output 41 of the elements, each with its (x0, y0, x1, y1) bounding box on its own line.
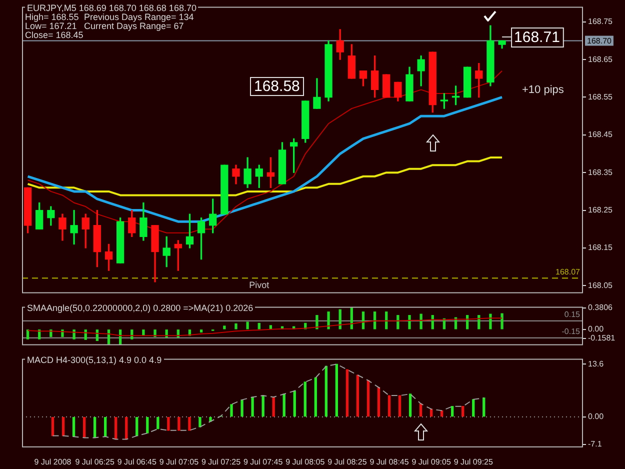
x-tick-label: 9 Jul 08:05 (286, 457, 326, 466)
y-tick-label: 168.55 (588, 92, 614, 102)
y-tick-label: 168.65 (588, 54, 614, 64)
x-tick-label: 9 Jul 09:05 (412, 457, 452, 466)
ref-line-label: 168.07 (556, 267, 581, 276)
y-tick-label: 168.25 (588, 206, 614, 214)
y-tick-label: 168.05 (588, 280, 614, 290)
annotation: Low= 167.21 (25, 21, 77, 31)
x-tick-label: 9 Jul 07:45 (243, 457, 284, 466)
ref-line-label: -0.15 (562, 327, 581, 336)
annotation: 168.71 (514, 29, 560, 46)
y-tick-label: 168.15 (588, 243, 614, 252)
ref-line-label: 0.15 (564, 310, 581, 320)
chart-title: MACD H4-300(5,13,1) 4.9 0.0 4.9 (25, 355, 164, 365)
annotation: High= 168.55 (25, 12, 79, 22)
y-tick-label: 13.6 (588, 359, 604, 368)
y-tick-label: 0.00 (588, 324, 604, 334)
x-tick-label: 9 Jul 08:45 (370, 457, 410, 466)
x-tick-label: 9 Jul 07:05 (159, 457, 200, 466)
x-tick-label: 9 Jul 06:25 (75, 457, 115, 466)
annotation: Previous Days Range= 134 (84, 12, 194, 22)
x-tick-label: 9 Jul 07:25 (201, 457, 242, 466)
chart-title: SMAAngle(50,0.22000000,2,0) 0.2800 =>MA(21) 0.2026 (25, 303, 256, 313)
y-tick-label: 168.45 (588, 130, 614, 140)
y-tick-label: 0.00 (588, 412, 604, 422)
y-tick-label: -7.1 (588, 440, 602, 449)
x-tick-label: 9 Jul 08:25 (328, 457, 368, 466)
y-tick-label: 168.75 (588, 17, 614, 26)
annotation: 168.58 (250, 77, 304, 96)
annotation: Pivot (249, 280, 270, 290)
y-tick-label: 0.3806 (588, 303, 614, 312)
y-tick-label: 168.35 (588, 168, 614, 177)
text: +10 pips (522, 84, 564, 96)
annotation: Close= 168.45 (25, 30, 84, 40)
y-tick-label: -0.1581 (588, 334, 616, 343)
annotation: Current Days Range= 67 (84, 21, 184, 31)
x-tick-label: 9 Jul 2008 (34, 457, 72, 466)
chart-title: EURJPY,M5 168.69 168.70 168.68 168.70 (25, 3, 198, 13)
x-tick-label: 9 Jul 06:45 (117, 457, 158, 466)
x-tick-label: 9 Jul 09:25 (454, 457, 494, 466)
ref-line-label: 168.70 (587, 36, 612, 46)
